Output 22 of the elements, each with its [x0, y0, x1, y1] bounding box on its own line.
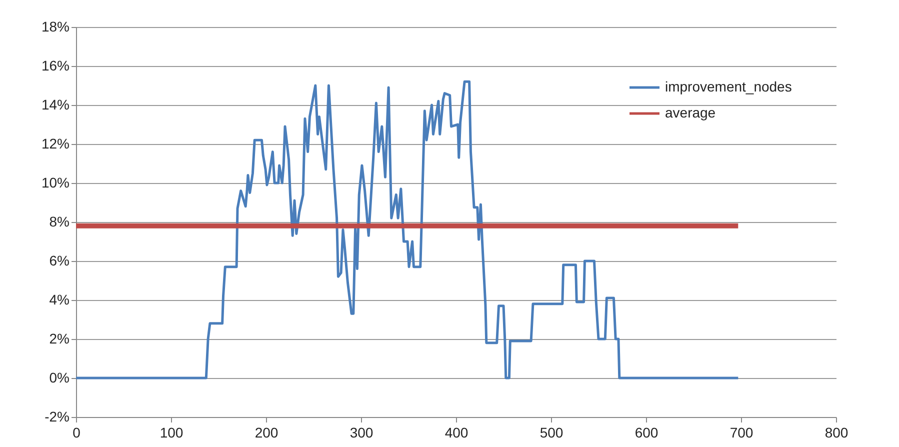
y-tick-label: 18%: [41, 18, 70, 34]
y-tick-label: 12%: [41, 136, 70, 152]
x-tick-label: 600: [634, 424, 658, 440]
x-tick-label: 400: [444, 424, 468, 440]
y-tick-label: 6%: [49, 252, 70, 268]
legend-label: improvement_nodes: [665, 78, 792, 94]
x-tick-label: 200: [254, 424, 278, 440]
y-tick-label: 14%: [41, 96, 70, 112]
x-tick-label: 500: [540, 424, 564, 440]
y-tick-label: 16%: [41, 58, 70, 74]
y-tick-label: 2%: [49, 330, 70, 346]
x-tick-label: 100: [160, 424, 184, 440]
x-tick-label: 300: [350, 424, 374, 440]
y-tick-label: 10%: [41, 174, 70, 190]
y-tick-label: 0%: [49, 370, 70, 386]
y-tick-label: -2%: [44, 408, 70, 424]
y-tick-label: 8%: [49, 214, 70, 230]
x-tick-label: 800: [824, 424, 848, 440]
legend-label: average: [665, 104, 716, 120]
x-tick-label: 0: [72, 424, 81, 440]
y-tick-label: 4%: [49, 292, 70, 308]
x-tick-label: 700: [730, 424, 754, 440]
